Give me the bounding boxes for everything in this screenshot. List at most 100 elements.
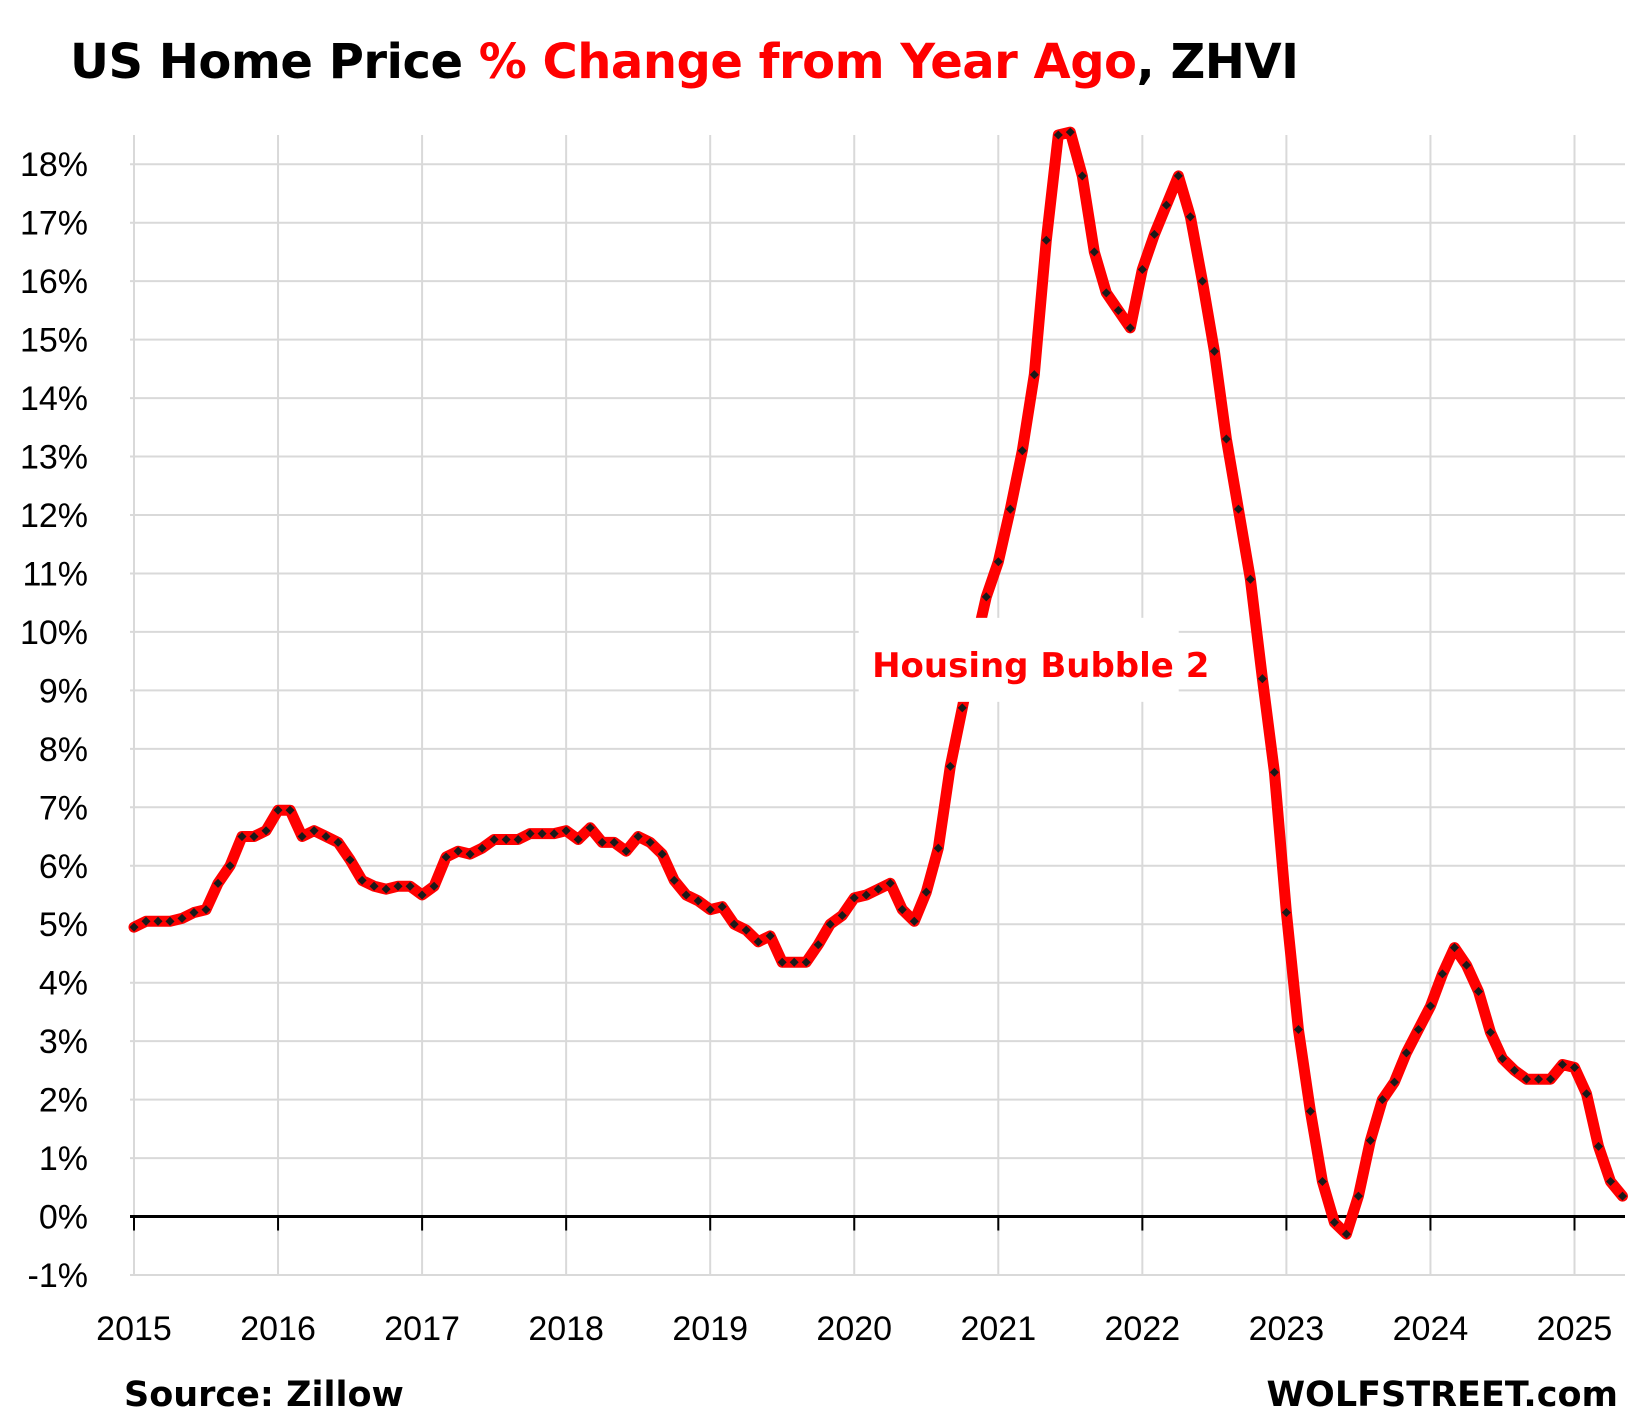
y-tick-label: 2% (39, 1082, 88, 1120)
data-point (129, 922, 139, 932)
data-point (669, 875, 679, 885)
data-point (1461, 960, 1472, 970)
data-point (1425, 1001, 1436, 1011)
data-point (1546, 1074, 1556, 1084)
x-tick-label: 2018 (528, 1310, 604, 1348)
data-point (921, 887, 931, 897)
data-point (297, 831, 307, 842)
x-tick-label: 2021 (960, 1310, 1036, 1348)
data-point (609, 837, 619, 847)
y-tick-label: 3% (39, 1023, 88, 1061)
data-point (477, 843, 487, 853)
data-point (393, 881, 403, 891)
data-point (885, 878, 895, 888)
data-point (1257, 674, 1267, 684)
data-point (657, 849, 667, 859)
data-point (525, 829, 535, 839)
data-point (1521, 1074, 1532, 1084)
data-point (1005, 504, 1015, 514)
y-tick-label: 4% (39, 965, 88, 1003)
y-tick-label: 16% (20, 263, 88, 301)
data-point (621, 846, 631, 856)
data-point (465, 849, 475, 859)
data-point (561, 826, 571, 836)
chart-title: US Home Price % Change from Year Ago, ZH… (70, 34, 1299, 90)
data-point (573, 834, 583, 844)
data-point (189, 908, 199, 918)
data-point (1449, 943, 1459, 953)
x-tick-label: 2020 (816, 1310, 892, 1348)
data-point (1606, 1176, 1616, 1187)
site-credit: WOLFSTREET.com (1266, 1375, 1618, 1415)
data-point (945, 761, 955, 771)
data-point (429, 881, 439, 891)
x-tick-label: 2025 (1537, 1310, 1613, 1348)
data-point (897, 905, 907, 915)
data-point (933, 843, 943, 853)
axes: -1% 0% 1% 2% 3% 4% 5% 6% 7% 8% 9% 10% 11% 12% 13% 14% 15… (20, 146, 1625, 1348)
y-tick-label: 5% (39, 906, 88, 944)
data-point (873, 884, 883, 894)
data-point (729, 919, 739, 929)
data-point (585, 823, 595, 833)
data-point (1305, 1106, 1315, 1116)
data-point (993, 557, 1003, 567)
annotation-label: Housing Bubble 2 (872, 646, 1209, 686)
x-tick-label: 2024 (1393, 1310, 1469, 1348)
source-note: Source: Zillow (124, 1375, 404, 1415)
y-tick-label: 12% (20, 497, 88, 535)
data-point (1317, 1176, 1327, 1187)
y-tick-label: 6% (39, 848, 88, 886)
data-point (1341, 1229, 1351, 1239)
data-point (825, 919, 835, 929)
data-point (1245, 574, 1255, 584)
data-point (681, 890, 691, 900)
data-point (597, 837, 607, 847)
data-point (1509, 1065, 1520, 1075)
y-tick-label: 17% (20, 205, 88, 243)
data-point (1197, 276, 1207, 286)
data-point (753, 937, 763, 947)
data-point (861, 890, 871, 900)
data-point (1269, 767, 1279, 777)
data-point (1557, 1059, 1567, 1070)
annotation-background (858, 617, 1179, 702)
data-point (1593, 1141, 1604, 1151)
x-tick-label: 2015 (96, 1310, 172, 1348)
data-point (261, 826, 271, 836)
data-point (381, 884, 391, 894)
data-point (1329, 1217, 1339, 1227)
gridlines (130, 135, 1625, 1276)
x-tick-label: 2016 (240, 1310, 316, 1348)
data-point (201, 905, 211, 915)
data-point (981, 592, 991, 602)
x-tick-label: 2019 (672, 1310, 748, 1348)
data-point (837, 910, 847, 921)
data-point (633, 831, 643, 842)
title-part-red: % Change from Year Ago (478, 34, 1137, 90)
y-tick-label: 14% (20, 380, 88, 418)
data-point (1497, 1054, 1508, 1064)
data-point (537, 829, 547, 839)
data-point (741, 925, 751, 935)
data-point (789, 957, 799, 967)
y-tick-label: 18% (20, 146, 88, 184)
y-tick-label: 13% (20, 439, 88, 477)
data-point (1377, 1095, 1387, 1105)
data-point (1581, 1089, 1592, 1099)
data-point (801, 957, 811, 967)
data-point (1029, 370, 1039, 380)
data-point (1618, 1191, 1628, 1201)
y-tick-label: 9% (39, 672, 88, 710)
data-point (813, 940, 823, 950)
data-point (1233, 504, 1243, 514)
y-tick-label: 10% (20, 614, 88, 652)
y-tick-label: 7% (39, 789, 88, 827)
data-point (1113, 305, 1123, 315)
data-point (225, 861, 235, 871)
data-point (645, 837, 655, 847)
data-point (417, 890, 427, 900)
x-tick-label: 2022 (1105, 1310, 1181, 1348)
data-point (909, 916, 919, 926)
data-point (345, 855, 355, 865)
